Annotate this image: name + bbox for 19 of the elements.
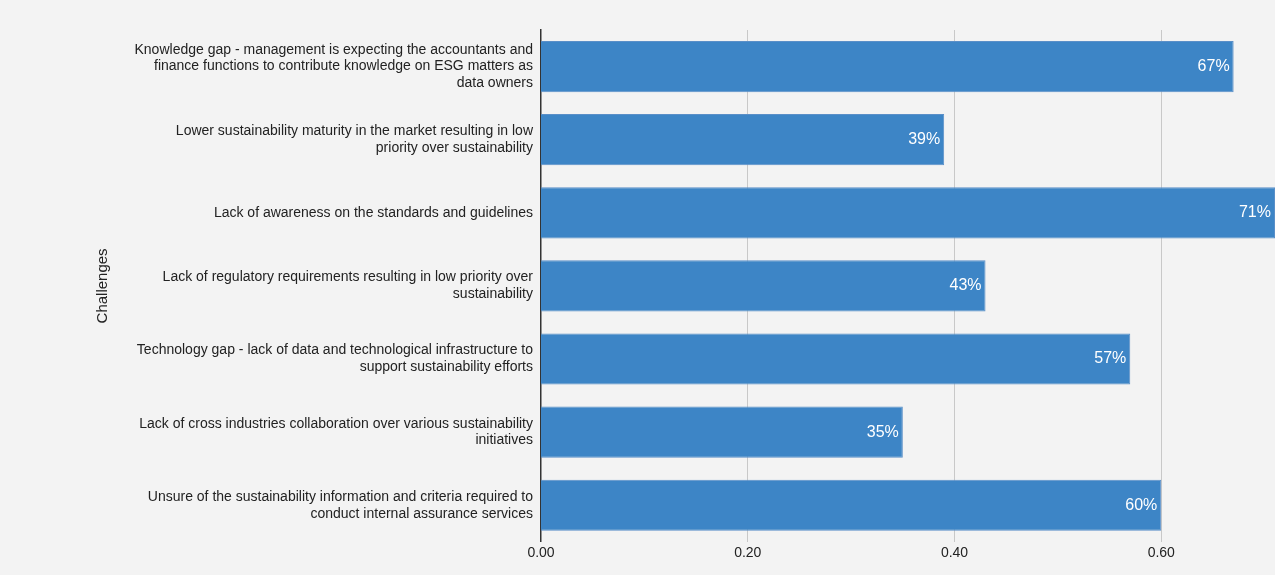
- data-label: 39%: [908, 130, 941, 148]
- x-tick-label: 0.00: [527, 544, 555, 561]
- data-label: 35%: [866, 422, 899, 440]
- y-tick-label: Lack of cross industries collaboration over various sustainability initiatives: [139, 414, 533, 448]
- data-label: 43%: [949, 276, 982, 294]
- data-label: 67%: [1197, 56, 1230, 74]
- data-label: 57%: [1094, 349, 1127, 367]
- data-label: 60%: [1125, 495, 1158, 513]
- y-tick-label: Lack of awareness on the standards and guidelines: [213, 203, 533, 220]
- x-tick-label: 0.40: [940, 544, 969, 561]
- x-tick-label: 0.20: [734, 544, 762, 561]
- y-axis-title: Challenges: [93, 248, 111, 324]
- x-tick-label: 0.60: [1147, 544, 1176, 561]
- y-tick-label: Lower sustainability maturity in the market resulting in low priority over sustainability: [175, 122, 534, 155]
- data-label: 71%: [1238, 203, 1271, 221]
- y-tick-label: Knowledge gap - management is expecting the accountants and finance functions to contribute knowledge on ESG matters as data owners: [134, 40, 533, 91]
- y-tick-label: Unsure of the sustainability information and criteria required to conduct internal assurance services: [147, 487, 534, 521]
- y-tick-label: Technology gap - lack of data and technological infrastructure to support sustainability efforts: [136, 341, 534, 375]
- y-tick-label: Lack of regulatory requirements resulting in low priority over sustainability: [162, 268, 534, 302]
